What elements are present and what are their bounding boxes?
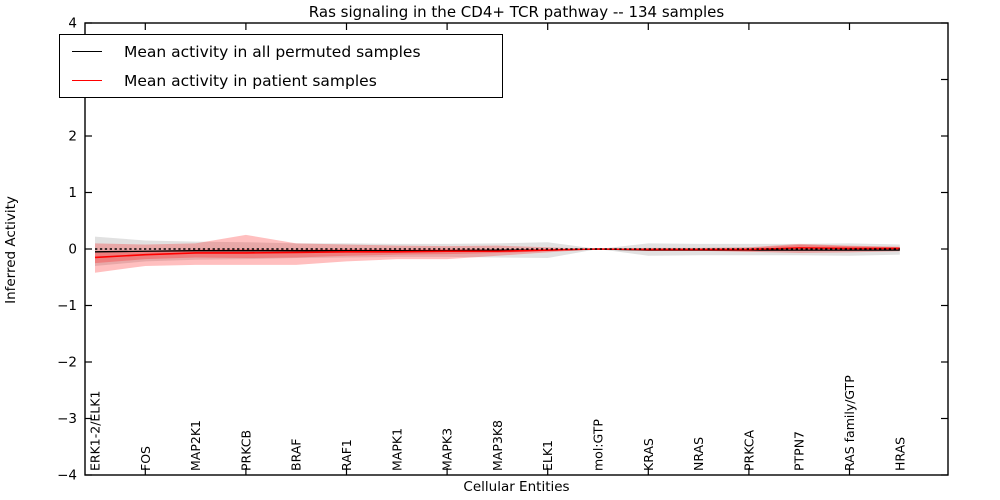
legend-line-permuted-icon [72, 51, 102, 52]
y-tick-label: −2 [57, 355, 77, 371]
x-tick-label: RAS family/GTP [842, 375, 857, 471]
x-tick-label: ERK1-2/ELK1 [88, 391, 103, 471]
chart-title: Ras signaling in the CD4+ TCR pathway --… [308, 3, 725, 21]
y-tick-label: 4 [68, 16, 77, 32]
x-tick-label: FOS [138, 446, 153, 471]
x-tick-label: NRAS [691, 437, 706, 471]
y-tick-label: 1 [68, 185, 77, 201]
legend-item-permuted: Mean activity in all permuted samples [60, 37, 502, 66]
legend-line-patient-icon [72, 80, 102, 81]
legend-label-patient: Mean activity in patient samples [124, 71, 377, 90]
legend-label-permuted: Mean activity in all permuted samples [124, 42, 421, 61]
x-tick-label: mol:GTP [591, 419, 606, 471]
patient-mean-line [94, 247, 900, 259]
patient-std-band [95, 234, 900, 273]
x-tick-label: MAPK1 [389, 428, 404, 471]
y-tick-label: 2 [68, 129, 77, 145]
x-tick-label: RAF1 [339, 439, 354, 471]
x-tick-label: BRAF [289, 439, 304, 472]
x-tick-label: ELK1 [540, 440, 555, 471]
permuted-mean-line [94, 248, 900, 253]
x-tick-label: PRKCA [741, 430, 756, 471]
y-tick-label: 0 [68, 242, 77, 258]
legend-item-patient: Mean activity in patient samples [60, 66, 502, 95]
x-tick-label: HRAS [892, 437, 907, 471]
y-tick-label: −1 [57, 298, 77, 314]
y-tick-label: −3 [57, 411, 77, 427]
x-tick-label: PTPN7 [792, 431, 807, 471]
x-tick-label: KRAS [641, 438, 656, 471]
y-tick-label: −4 [57, 468, 77, 484]
x-tick-label: MAP2K1 [188, 420, 203, 471]
x-axis-title: Cellular Entities [463, 479, 570, 495]
x-tick-label: MAP3K8 [490, 420, 505, 471]
legend: Mean activity in all permuted samples Me… [59, 34, 503, 98]
x-tick-label: MAPK3 [440, 428, 455, 471]
x-tick-label: PRKCB [238, 430, 253, 471]
